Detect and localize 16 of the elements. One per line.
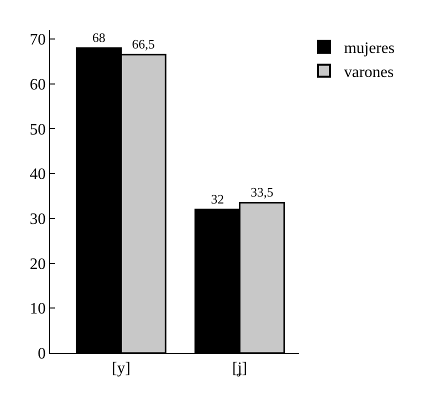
data-label: 66,5 [132,36,155,52]
legend-label: varones [344,64,394,81]
y-tick-label: 60 [30,76,46,94]
x-tick-label: [y] [112,360,130,378]
data-label: 32 [210,191,224,206]
y-tick-label: 0 [38,346,46,363]
y-tick-label: 10 [30,300,46,318]
x-tick-label: [ʝ] [232,360,248,378]
y-tick-label: 50 [30,121,46,138]
y-tick-label: 70 [30,32,46,49]
y-tick-label: 40 [30,166,46,184]
data-label: 33,5 [250,184,274,200]
data-label: 68 [92,30,106,45]
y-tick-label: 20 [30,256,46,273]
y-tick-label: 30 [30,211,46,228]
legend-label: mujeres [344,40,395,58]
